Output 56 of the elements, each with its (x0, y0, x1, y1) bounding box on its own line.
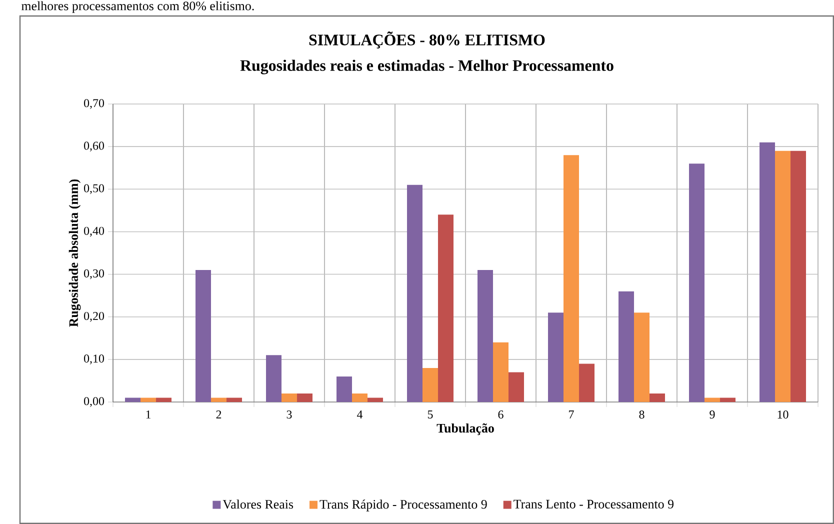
legend-label: Valores Reais (222, 500, 294, 509)
y-tick-label: 0,50 (84, 184, 104, 194)
y-tick-label: 0,60 (84, 142, 104, 152)
legend-label: Trans Rápido - Processamento 9 (320, 500, 487, 512)
bar (368, 398, 384, 402)
bar (211, 398, 227, 402)
chart-title: SIMULAÇÕES - 80% ELITISMO (309, 32, 545, 48)
bar (407, 184, 423, 402)
bar (618, 291, 634, 402)
bar (140, 398, 156, 402)
y-tick-label: 0,00 (84, 397, 104, 407)
bar (775, 150, 791, 402)
bar (156, 398, 172, 402)
bar (650, 393, 666, 402)
bar (508, 372, 524, 402)
x-tick-label: 4 (357, 410, 363, 418)
x-tick-label: 3 (286, 410, 292, 419)
bar (478, 270, 494, 402)
bar (438, 214, 454, 402)
x-tick-label: 9 (710, 410, 715, 419)
y-tick-label: 0,10 (84, 354, 104, 364)
bar (352, 393, 368, 402)
y-tick-label: 0,20 (84, 312, 104, 322)
bar (704, 398, 720, 402)
bar (266, 355, 282, 402)
bar (226, 398, 242, 402)
bar (282, 393, 298, 402)
y-tick-label: 0,30 (84, 269, 104, 280)
x-tick-label: 5 (428, 410, 433, 418)
bar (634, 312, 650, 402)
x-tick-label: 10 (778, 410, 788, 419)
bar (196, 270, 211, 402)
x-tick-label: 8 (639, 410, 644, 419)
bar (548, 312, 564, 402)
bar (297, 393, 313, 402)
bar (336, 376, 352, 402)
x-tick-label: 2 (216, 410, 222, 418)
bar (720, 398, 736, 402)
bar (579, 364, 595, 402)
y-tick-label: 0,40 (84, 226, 104, 237)
bar (422, 368, 438, 402)
legend-label: Trans Lento - Processamento 9 (514, 500, 674, 508)
bar (790, 150, 806, 402)
bar (689, 164, 705, 402)
bar (125, 398, 140, 402)
x-tick-label: 6 (498, 410, 504, 419)
bar (493, 342, 509, 402)
y-tick-label: 0,70 (84, 99, 104, 109)
bar (564, 155, 580, 402)
x-tick-label: 7 (569, 410, 574, 418)
y-axis-title: Rugosidade absoluta (mm) (68, 179, 81, 327)
x-axis-title: Tubulação (436, 423, 494, 436)
text: melhores processamentos com 80% elitismo. (21, 1, 254, 13)
bar (760, 142, 776, 402)
chart-subtitle: Rugosidades reais e estimadas - Melhor Processamento (240, 60, 614, 74)
x-tick-label: 1 (146, 410, 151, 418)
